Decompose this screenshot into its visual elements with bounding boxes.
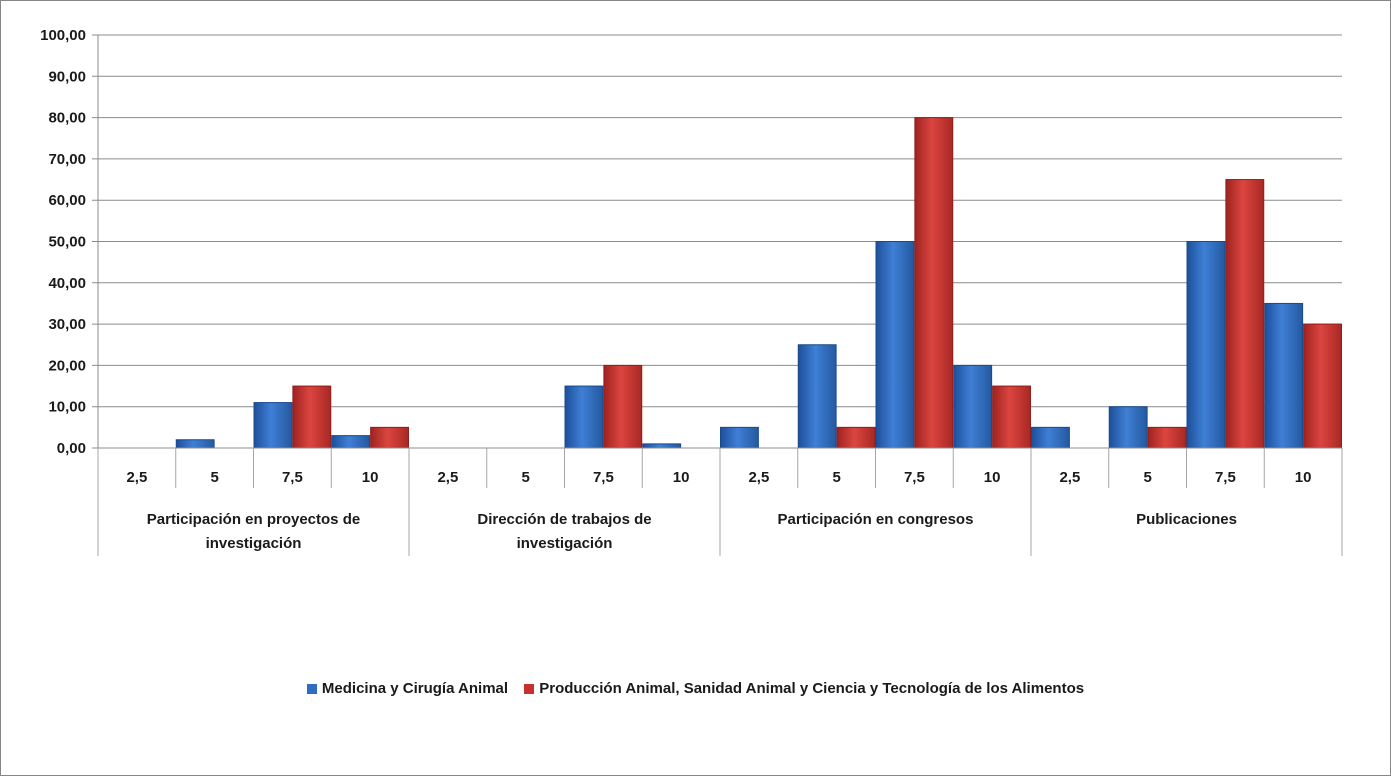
x-subcategory-label: 10 — [1295, 469, 1312, 486]
x-subcategory-label: 5 — [1143, 469, 1151, 486]
x-group-label: investigación — [206, 535, 302, 552]
bar-series-1 — [175, 439, 215, 449]
legend-swatch-red — [524, 683, 535, 694]
x-subcategory-label: 2,5 — [1059, 469, 1080, 486]
legend-item-series-2: Producción Animal, Sanidad Animal y Cien… — [524, 680, 1084, 697]
bar-series-2 — [603, 364, 643, 449]
x-subcategory-label: 7,5 — [904, 469, 925, 486]
y-tick-label: 50,00 — [48, 234, 86, 251]
legend-label-series-1: Medicina y Cirugía Animal — [321, 680, 509, 697]
bar-series-2 — [370, 426, 409, 449]
y-tick-label: 40,00 — [48, 275, 86, 292]
x-subcategory-label: 5 — [832, 469, 840, 486]
bar-series-2 — [992, 385, 1031, 449]
y-tick-label: 0,00 — [57, 440, 86, 457]
y-tick-label: 70,00 — [48, 151, 86, 168]
bar-series-1 — [642, 443, 682, 449]
x-subcategory-label: 7,5 — [282, 469, 303, 486]
x-subcategory-label: 10 — [673, 469, 690, 486]
x-subcategory-label: 2,5 — [437, 469, 458, 486]
bar-series-2 — [836, 426, 876, 449]
bar-series-2 — [292, 385, 332, 449]
x-subcategory-label: 5 — [521, 469, 529, 486]
bar-series-1 — [953, 364, 993, 449]
x-subcategory-label: 7,5 — [1215, 469, 1236, 486]
bar-series-1 — [1031, 426, 1070, 449]
bar-series-1 — [875, 241, 915, 449]
bar-series-1 — [253, 402, 293, 449]
bar-series-1 — [1264, 302, 1304, 449]
x-group-label: Publicaciones — [1136, 511, 1237, 528]
y-axis: 0,00 10,00 20,00 30,00 40,00 50,00 60,00 70,00 8… — [40, 27, 99, 457]
bar-series-1 — [1186, 241, 1226, 449]
legend-item-series-1: Medicina y Cirugía Animal — [306, 680, 509, 697]
x-axis: 2,5 5 7,5 10 2,5 5 7,5 10 2,5 5 7,5 10 2,5 5 7,5 10 Part… — [97, 447, 1343, 556]
x-subcategory-label: 10 — [984, 469, 1001, 486]
x-subcategory-label: 10 — [362, 469, 379, 486]
x-subcategory-label: 5 — [210, 469, 218, 486]
bar-series-2 — [1225, 179, 1265, 449]
bar-series-1 — [720, 426, 759, 449]
legend: Medicina y Cirugía Animal Producción Ani… — [0, 680, 1391, 698]
x-subcategory-label: 7,5 — [593, 469, 614, 486]
y-tick-label: 100,00 — [40, 27, 86, 44]
bar-series-1 — [797, 344, 837, 449]
x-group-label: Dirección de trabajos de — [477, 511, 651, 528]
bar-series-1 — [564, 385, 604, 449]
bars — [175, 117, 1342, 449]
y-tick-label: 10,00 — [48, 399, 86, 416]
y-tick-label: 90,00 — [48, 68, 86, 85]
x-group-label: investigación — [517, 535, 613, 552]
y-tick-label: 30,00 — [48, 316, 86, 333]
legend-label-series-2: Producción Animal, Sanidad Animal y Cien… — [539, 680, 1085, 697]
y-tick-label: 20,00 — [48, 357, 86, 374]
y-tick-label: 80,00 — [48, 110, 86, 127]
bar-series-2 — [1147, 426, 1187, 449]
legend-swatch-blue — [306, 683, 317, 694]
bar-series-2 — [1303, 323, 1342, 449]
gridlines — [92, 34, 1342, 449]
x-subcategory-label: 2,5 — [126, 469, 147, 486]
x-group-label: Participación en congresos — [778, 511, 974, 528]
x-group-label: Participación en proyectos de — [147, 511, 360, 528]
x-subcategory-label: 2,5 — [748, 469, 769, 486]
bar-series-1 — [331, 435, 371, 449]
bar-series-1 — [1108, 406, 1148, 449]
y-tick-label: 60,00 — [48, 192, 86, 209]
bar-series-2 — [914, 117, 954, 449]
